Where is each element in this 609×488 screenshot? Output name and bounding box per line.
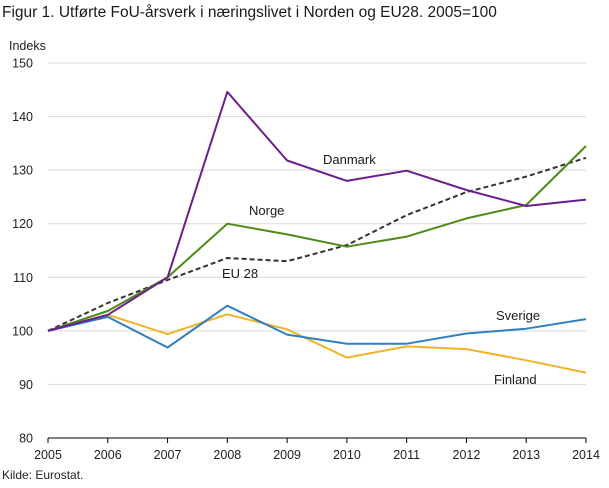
y-tick-label: 90 <box>19 378 33 392</box>
series-line-norge <box>47 145 587 332</box>
series-line-finland <box>47 313 587 374</box>
y-tick-label: 100 <box>12 324 33 338</box>
y-tick-label: 120 <box>12 217 33 231</box>
x-tick-label: 2008 <box>213 448 241 462</box>
x-tick-label: 2013 <box>512 448 540 462</box>
y-axis-label: Indeks <box>9 39 46 53</box>
x-tick-label: 2006 <box>94 448 122 462</box>
x-tick-label: 2009 <box>273 448 301 462</box>
y-tick-label: 130 <box>12 164 33 178</box>
series-label-eu-28: EU 28 <box>222 266 258 281</box>
y-tick-label: 110 <box>13 271 33 285</box>
series-lines <box>47 90 587 374</box>
series-line-eu-28 <box>47 156 587 332</box>
series-line-danmark <box>47 90 587 332</box>
y-tick-label: 80 <box>19 432 33 446</box>
y-tick-label: 150 <box>12 57 33 71</box>
chart-title: Figur 1. Utførte FoU-årsverk i næringsli… <box>2 4 497 21</box>
x-tick-label: 2011 <box>393 448 420 462</box>
x-tick-label: 2007 <box>154 448 182 462</box>
x-tick-label: 2012 <box>453 448 481 462</box>
axes: 80 90 100 110 120 130 140 150 2005 2006 2007 2008 20… <box>9 39 600 462</box>
series-label-danmark: Danmark <box>323 152 376 167</box>
series-label-sverige: Sverige <box>496 308 540 323</box>
gridlines <box>48 62 586 385</box>
source-note: Kilde: Eurostat. <box>2 468 84 482</box>
series-line-sverige <box>47 304 587 349</box>
x-tick-label: 2005 <box>34 448 62 462</box>
x-tick-label: 2014 <box>572 448 600 462</box>
series-label-finland: Finland <box>494 372 537 387</box>
series-label-norge: Norge <box>249 203 284 218</box>
y-tick-label: 140 <box>12 110 33 124</box>
x-tick-label: 2010 <box>333 448 361 462</box>
series-labels: Danmark Norge EU 28 Sverige Finland <box>222 152 540 387</box>
